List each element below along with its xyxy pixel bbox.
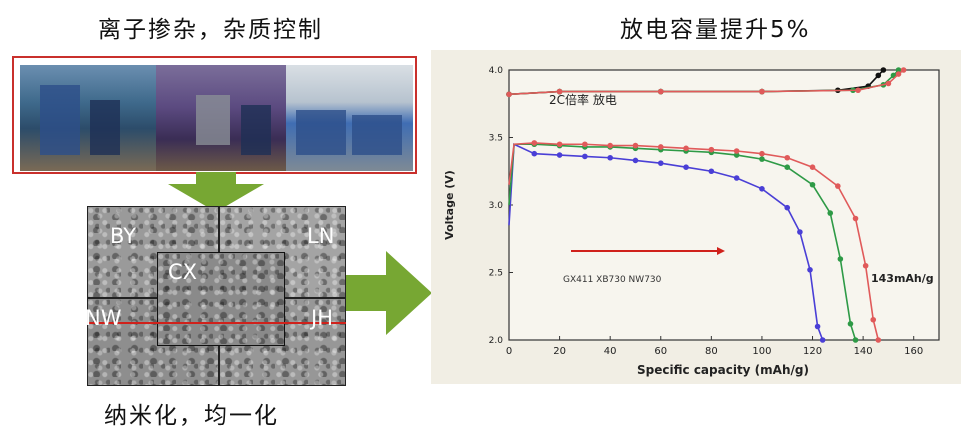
caption-nano: 纳米化，均一化 <box>104 403 279 429</box>
discharge-point <box>733 148 740 154</box>
x-tick-label: 80 <box>705 346 718 357</box>
discharge-point <box>733 175 740 181</box>
discharge-point <box>784 204 791 211</box>
equipment-photo-3 <box>286 65 413 171</box>
right-arrow-icon <box>346 251 432 335</box>
charge-point <box>506 91 512 98</box>
discharge-point <box>784 154 791 161</box>
discharge-start-line-3 <box>508 142 535 185</box>
discharge-point <box>870 316 877 323</box>
discharge-point <box>657 160 664 166</box>
discharge-point <box>683 164 689 170</box>
discharge-point <box>531 150 538 157</box>
charge-point <box>556 88 563 95</box>
y-axis-label: Voltage (V) <box>443 170 456 240</box>
caption-doping: 离子掺杂，杂质控制 <box>98 17 323 43</box>
charge-point <box>885 80 892 87</box>
discharge-point <box>875 337 882 343</box>
sem-label-cx: CX <box>168 260 198 284</box>
x-tick-label: 160 <box>904 346 923 357</box>
y-tick-label: 3.0 <box>489 201 504 211</box>
discharge-point <box>607 154 613 161</box>
capacity-annotation: 143mAh/g <box>871 272 934 285</box>
discharge-point <box>809 181 816 188</box>
equipment-photo-2 <box>156 65 286 171</box>
discharge-point <box>807 267 813 273</box>
discharge-point <box>556 152 563 158</box>
x-tick-label: 100 <box>752 346 771 357</box>
discharge-point <box>708 168 715 175</box>
discharge-point <box>733 152 740 158</box>
down-arrow-icon <box>168 172 264 212</box>
discharge-line-2 <box>534 143 857 341</box>
legend-arrow-head <box>717 247 725 255</box>
discharge-point <box>531 140 538 146</box>
discharge-point <box>556 141 563 148</box>
chart-title: 2C倍率 放电 <box>549 92 617 107</box>
x-tick-label: 20 <box>553 346 566 357</box>
sem-label-nw: NW <box>87 306 122 330</box>
y-tick-label: 2.5 <box>489 269 503 279</box>
equipment-photo-strip <box>12 56 417 174</box>
discharge-point <box>784 164 791 170</box>
discharge-point <box>862 262 869 269</box>
charge-point <box>855 87 861 94</box>
x-tick-label: 40 <box>604 346 617 357</box>
x-tick-label: 120 <box>803 346 822 357</box>
y-tick-label: 2.0 <box>489 336 504 346</box>
charge-point <box>759 88 765 95</box>
x-axis-label: Specific capacity (mAh/g) <box>637 363 809 377</box>
discharge-point <box>632 142 639 149</box>
y-tick-label: 3.5 <box>489 134 503 144</box>
charge-point <box>900 67 907 73</box>
plot-area <box>508 69 940 341</box>
discharge-point <box>582 153 588 160</box>
discharge-point <box>582 141 588 148</box>
discharge-point <box>809 164 816 170</box>
charge-point <box>880 67 887 73</box>
discharge-point <box>607 142 613 149</box>
discharge-point <box>837 256 844 262</box>
discharge-point <box>827 210 834 216</box>
legend-text: GX411 XB730 NW730 <box>563 275 662 285</box>
discharge-point <box>797 229 803 235</box>
x-tick-label: 60 <box>654 346 667 357</box>
discharge-point <box>835 183 841 189</box>
sem-cut-line <box>87 322 346 324</box>
discharge-point <box>759 150 765 157</box>
equipment-photo-1 <box>20 65 156 171</box>
sem-label-ln: LN <box>307 224 335 248</box>
charge-point <box>895 71 902 77</box>
discharge-point <box>683 145 689 152</box>
discharge-point <box>759 156 765 162</box>
discharge-point <box>708 146 715 153</box>
discharge-point <box>819 337 826 343</box>
charge-point <box>895 67 902 73</box>
y-tick-label: 4.0 <box>489 66 504 76</box>
discharge-point <box>852 215 859 222</box>
discharge-point <box>759 186 765 192</box>
discharge-point <box>657 144 664 150</box>
x-tick-label: 140 <box>854 346 873 357</box>
sem-tile-cx <box>157 252 285 346</box>
discharge-chart: 0 20 40 60 80 100 120 140 160 2.0 2.5 3.0 3.5 4.0 2C倍… <box>431 50 961 384</box>
sem-label-by: BY <box>110 224 137 248</box>
charge-point <box>875 72 882 79</box>
x-tick-label: 0 <box>506 346 512 357</box>
caption-capacity: 放电容量提升5% <box>620 17 811 43</box>
sem-image-collage: BY LN CX NW JH <box>87 206 346 386</box>
discharge-point <box>814 323 821 330</box>
discharge-point <box>852 337 859 343</box>
discharge-point <box>632 157 639 164</box>
charge-point <box>657 88 664 95</box>
discharge-point <box>847 321 854 327</box>
sem-label-jh: JH <box>311 306 333 330</box>
